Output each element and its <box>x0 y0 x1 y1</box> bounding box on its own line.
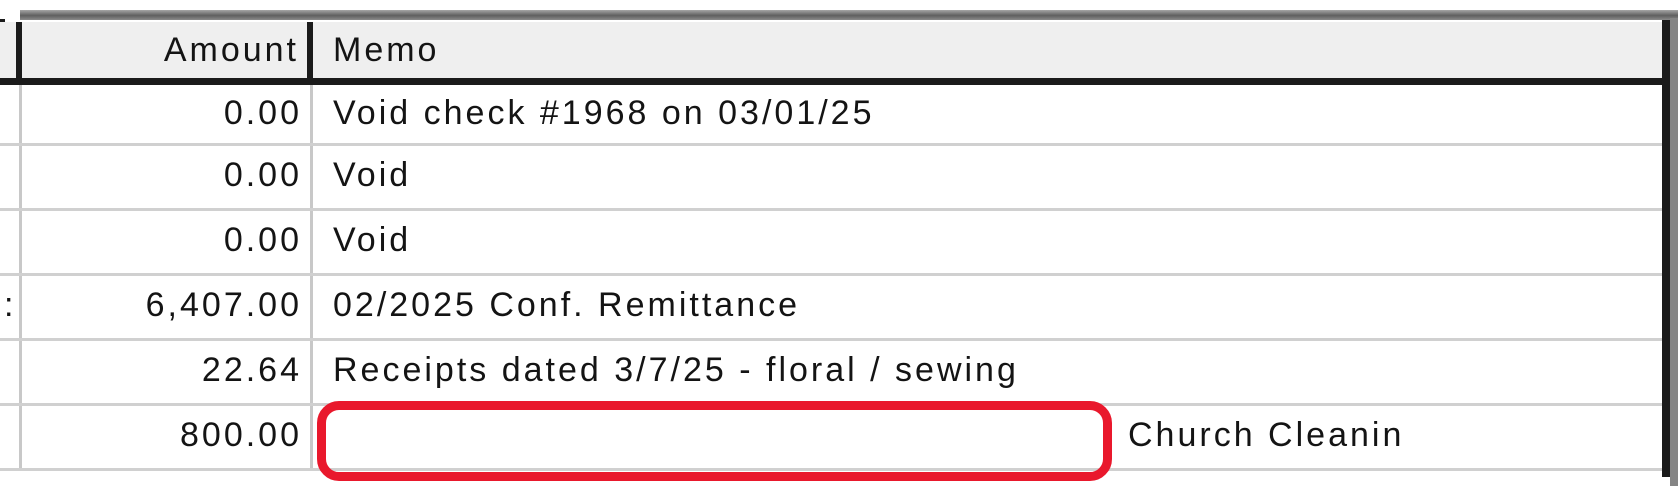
table-row[interactable]: : 6,407.00 02/2025 Conf. Remittance <box>0 276 1662 341</box>
top-border <box>20 10 1678 20</box>
memo-cell: 02/2025 Conf. Remittance <box>333 286 801 324</box>
left-partial-cell <box>0 406 22 468</box>
table-row[interactable]: 0.00 Void check #1968 on 03/01/25 <box>0 85 1662 146</box>
memo-cell: Void <box>333 156 412 194</box>
amount-cell: 0.00 <box>22 211 313 273</box>
memo-cell: Receipts dated 3/7/25 - floral / sewing <box>333 351 1019 389</box>
amount-cell: 0.00 <box>22 146 313 208</box>
left-partial-cell <box>0 146 22 208</box>
header-amount: Amount <box>22 22 313 78</box>
table-right-border <box>1662 20 1670 477</box>
register-table: Amount Memo 0.00 Void check #1968 on 03/… <box>0 22 1662 471</box>
left-partial-cell <box>0 341 22 403</box>
amount-cell: 22.64 <box>22 341 313 403</box>
right-edge-strip <box>1670 18 1678 486</box>
table-row[interactable]: 800.00 [VOIDED 3/31/25] [VOIDED 3/31/25]… <box>0 406 1662 471</box>
left-partial-cell <box>0 211 22 273</box>
header-left-partial <box>0 22 22 78</box>
table-row[interactable]: 22.64 Receipts dated 3/7/25 - floral / s… <box>0 341 1662 406</box>
memo-cell: [VOIDED 3/31/25] [VOIDED 3/31/25] Church… <box>313 406 1662 468</box>
table-row[interactable]: 0.00 Void <box>0 146 1662 211</box>
memo-payee-text: Church Cleanin <box>1128 416 1405 454</box>
table-row[interactable]: 0.00 Void <box>0 211 1662 276</box>
left-partial-cell <box>0 85 22 143</box>
amount-cell: 6,407.00 <box>22 276 313 338</box>
memo-cell: Void check #1968 on 03/01/25 <box>333 94 875 132</box>
left-partial-cell: : <box>0 276 22 338</box>
amount-cell: 0.00 <box>22 85 313 143</box>
amount-cell: 800.00 <box>22 406 313 468</box>
header-memo: Memo <box>333 31 440 69</box>
memo-cell: Void <box>333 221 412 259</box>
table-header: Amount Memo <box>0 22 1662 85</box>
